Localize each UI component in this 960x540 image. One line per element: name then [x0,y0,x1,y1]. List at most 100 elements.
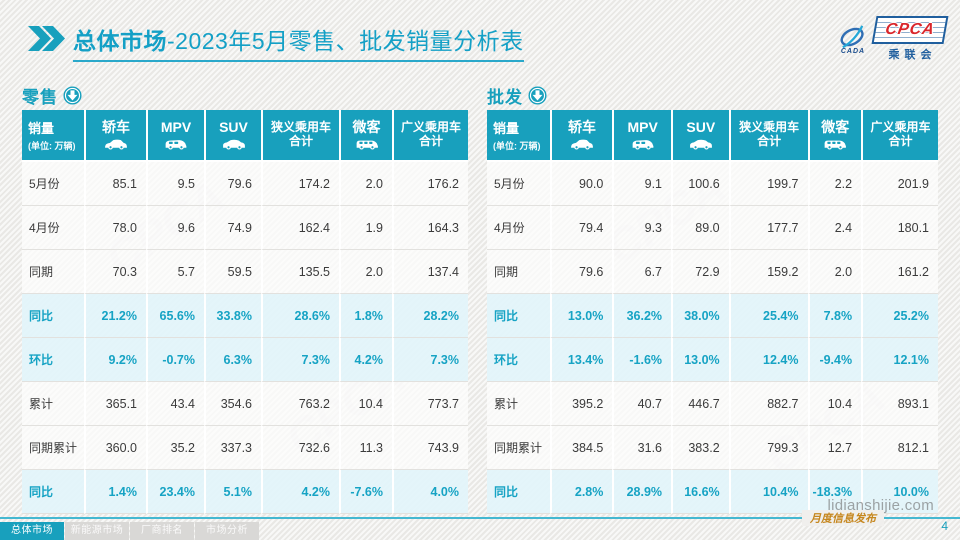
value-cell: 28.6% [261,294,339,338]
row-label: 同期 [487,250,550,294]
cpca-acronym: CPCA [883,21,937,38]
value-cell: 21.2% [84,294,146,338]
tab-市场分析[interactable]: 市场分析 [195,522,259,540]
value-cell: 43.4 [146,382,204,426]
value-cell: -0.7% [146,338,204,382]
value-cell: 384.5 [549,426,613,470]
table-row: 累计 365.1 43.4 354.6 763.2 10.4 773.7 [22,382,468,426]
value-cell: 28.9% [612,470,672,514]
value-cell: 365.1 [84,382,146,426]
value-cell: 893.1 [861,382,938,426]
mpv-icon [614,138,671,151]
value-cell: 743.9 [392,426,468,470]
value-cell: 2.0 [339,250,392,294]
col-title: 轿车 [102,119,130,136]
table-row: 4月份 79.4 9.3 89.0 177.7 2.4 180.1 [487,206,938,250]
cpca-box: CPCA [871,16,949,44]
value-cell: 174.2 [261,162,339,206]
value-cell: 799.3 [728,426,808,470]
value-cell: 79.6 [204,162,261,206]
arrow-down-circle-icon [63,85,82,105]
value-cell: 28.2% [392,294,468,338]
value-cell: 162.4 [261,206,339,250]
value-cell: 446.7 [671,382,729,426]
col-header-suv: SUV [204,110,261,162]
row-label: 同比 [22,294,84,338]
table-row: 同比 1.4% 23.4% 5.1% 4.2% -7.6% 4.0% [22,470,468,514]
table-row: 同比 2.8% 28.9% 16.6% 10.4% -18.3% 10.0% [487,470,938,514]
row-label: 累计 [487,382,550,426]
row-label: 累计 [22,382,84,426]
value-cell: 395.2 [549,382,613,426]
value-cell: 383.2 [671,426,729,470]
tab-新能源市场[interactable]: 新能源市场 [65,522,129,540]
row-label: 同比 [22,470,84,514]
sedan-icon [552,138,613,151]
value-cell: -1.6% [612,338,672,382]
row-label: 同比 [487,470,550,514]
row-label: 同期累计 [22,426,84,470]
value-cell: 6.3% [204,338,261,382]
cpca-wordmark: CPCA 乘联会 [871,16,949,62]
value-cell: 7.8% [807,294,862,338]
tab-总体市场[interactable]: 总体市场 [0,522,64,540]
value-cell: 59.5 [204,250,261,294]
value-cell: 9.3 [612,206,672,250]
col-header-sales: 销量 (单位: 万辆) [22,110,84,162]
minibus-icon [810,138,862,151]
col-title: MPV [627,119,658,136]
value-cell: 79.6 [549,250,613,294]
value-cell: 33.8% [204,294,261,338]
table-header-row: 销量 (单位: 万辆) 轿车 MPV SUV 狭义乘用车 合计 微客 广义乘用车 合计 [487,110,938,162]
minibus-icon [341,138,392,151]
col-title: 轿车 [568,119,597,136]
value-cell: 74.9 [204,206,261,250]
value-cell: 5.7 [146,250,204,294]
cada-swoosh-icon: CADA [835,24,871,55]
value-cell: 9.1 [612,162,672,206]
page-title: 总体市场-2023年5月零售、批发销量分析表 [73,22,524,62]
col-title: 狭义乘用车 合计 [270,120,331,148]
col-subtitle: (单位: 万辆) [28,141,76,151]
col-header-total-6: 广义乘用车 合计 [392,110,468,162]
row-label: 环比 [487,338,550,382]
row-label: 同期 [22,250,84,294]
retail-heading: 零售 [22,84,468,107]
value-cell: 11.3 [339,426,392,470]
value-cell: 72.9 [671,250,729,294]
col-title: MPV [160,119,192,136]
row-label: 环比 [22,338,84,382]
cpca-logo: CADA CPCA 乘联会 [835,16,949,62]
value-cell: 201.9 [861,162,938,206]
wholesale-table: 销量 (单位: 万辆) 轿车 MPV SUV 狭义乘用车 合计 微客 广义乘用车 合计 5月份 9… [487,110,938,514]
value-cell: 13.0% [671,338,729,382]
table-row: 同比 13.0% 36.2% 38.0% 25.4% 7.8% 25.2% [487,294,938,338]
wholesale-panel: 批发 销量 (单位: 万辆) 轿车 MPV SUV 狭义乘用车 合计 微客 广义乘用车 合计 5… [487,84,938,514]
col-header-sedan: 轿车 [84,110,146,162]
table-row: 同期 79.6 6.7 72.9 159.2 2.0 161.2 [487,250,938,294]
value-cell: 7.3% [392,338,468,382]
value-cell: 135.5 [261,250,339,294]
value-cell: 25.2% [861,294,938,338]
value-cell: 773.7 [392,382,468,426]
value-cell: -9.4% [807,338,862,382]
value-cell: 10.4% [728,470,808,514]
wholesale-heading: 批发 [487,84,938,107]
value-cell: 85.1 [84,162,146,206]
col-title: 微客 [821,119,850,136]
retail-table: 销量 (单位: 万辆) 轿车 MPV SUV 狭义乘用车 合计 微客 广义乘用车 合计 5月份 8… [22,110,468,514]
col-header-minibus: 微客 [807,110,862,162]
value-cell: 176.2 [392,162,468,206]
value-cell: 79.4 [549,206,613,250]
value-cell: 89.0 [671,206,729,250]
col-subtitle: (单位: 万辆) [493,141,541,151]
tab-厂商排名[interactable]: 厂商排名 [130,522,194,540]
value-cell: 25.4% [728,294,808,338]
value-cell: 78.0 [84,206,146,250]
col-title: SUV [219,119,248,136]
value-cell: 2.0 [807,250,862,294]
retail-panel: 零售 销量 (单位: 万辆) 轿车 MPV SUV 狭义乘用车 合计 微客 广义乘用车 合计 5… [22,84,468,514]
value-cell: 1.9 [339,206,392,250]
value-cell: 40.7 [612,382,672,426]
value-cell: 4.2% [261,470,339,514]
